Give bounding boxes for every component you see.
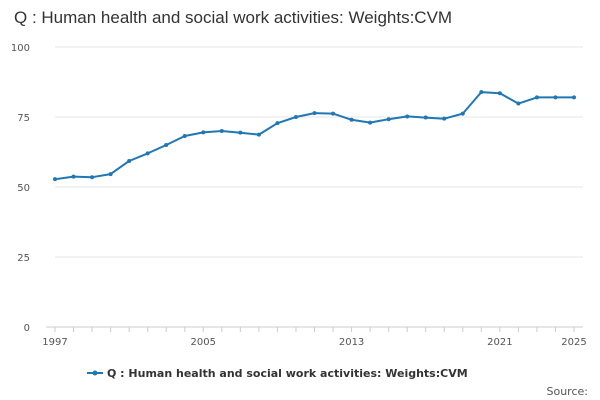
data-point[interactable] [164, 143, 169, 147]
data-point[interactable] [201, 130, 206, 135]
data-point[interactable] [145, 151, 150, 156]
data-point[interactable] [349, 117, 354, 122]
x-tick-label: 1997 [42, 337, 67, 348]
legend-marker-icon [92, 370, 98, 376]
data-point[interactable] [405, 114, 410, 119]
y-tick-label: 25 [17, 253, 30, 264]
data-point[interactable] [182, 134, 187, 139]
x-tick-label: 2021 [487, 337, 512, 348]
data-point[interactable] [460, 111, 465, 116]
data-point[interactable] [53, 177, 57, 182]
data-point[interactable] [442, 116, 447, 121]
series-line[interactable] [54, 91, 574, 181]
legend-label: Q : Human health and social work activit… [107, 367, 468, 380]
data-point[interactable] [331, 111, 336, 116]
data-point[interactable] [256, 132, 261, 137]
x-tick-label: 2025 [561, 337, 586, 348]
x-tick-label: 2005 [191, 337, 216, 348]
chart-title: Q : Human health and social work activit… [14, 8, 453, 27]
y-tick-label: 75 [17, 113, 30, 124]
y-tick-label: 0 [24, 323, 30, 334]
data-point[interactable] [516, 101, 521, 106]
y-axis-ticks: 0 25 50 75 100 [11, 43, 30, 334]
data-point[interactable] [108, 172, 113, 177]
data-point[interactable] [534, 95, 539, 100]
data-point[interactable] [479, 90, 484, 95]
legend[interactable]: Q : Human health and social work activit… [87, 367, 468, 380]
y-tick-label: 100 [11, 43, 30, 54]
data-points [53, 90, 576, 182]
data-point[interactable] [497, 91, 502, 96]
source-label: Source: [547, 385, 589, 398]
data-point[interactable] [368, 120, 373, 125]
data-point[interactable] [572, 95, 576, 100]
data-point[interactable] [219, 129, 224, 133]
data-point[interactable] [312, 111, 317, 116]
data-point[interactable] [293, 115, 298, 119]
x-axis-ticks: 1997 2005 2013 2021 2025 [42, 327, 587, 348]
data-point[interactable] [238, 130, 243, 135]
data-point[interactable] [275, 121, 280, 126]
data-point[interactable] [127, 158, 132, 163]
y-tick-label: 50 [17, 183, 30, 194]
data-point[interactable] [90, 175, 95, 180]
data-point[interactable] [553, 95, 558, 100]
x-tick-label: 2013 [339, 337, 364, 348]
data-point[interactable] [423, 115, 428, 120]
data-point[interactable] [386, 117, 391, 122]
grid-lines [55, 46, 583, 258]
data-point[interactable] [71, 174, 76, 179]
